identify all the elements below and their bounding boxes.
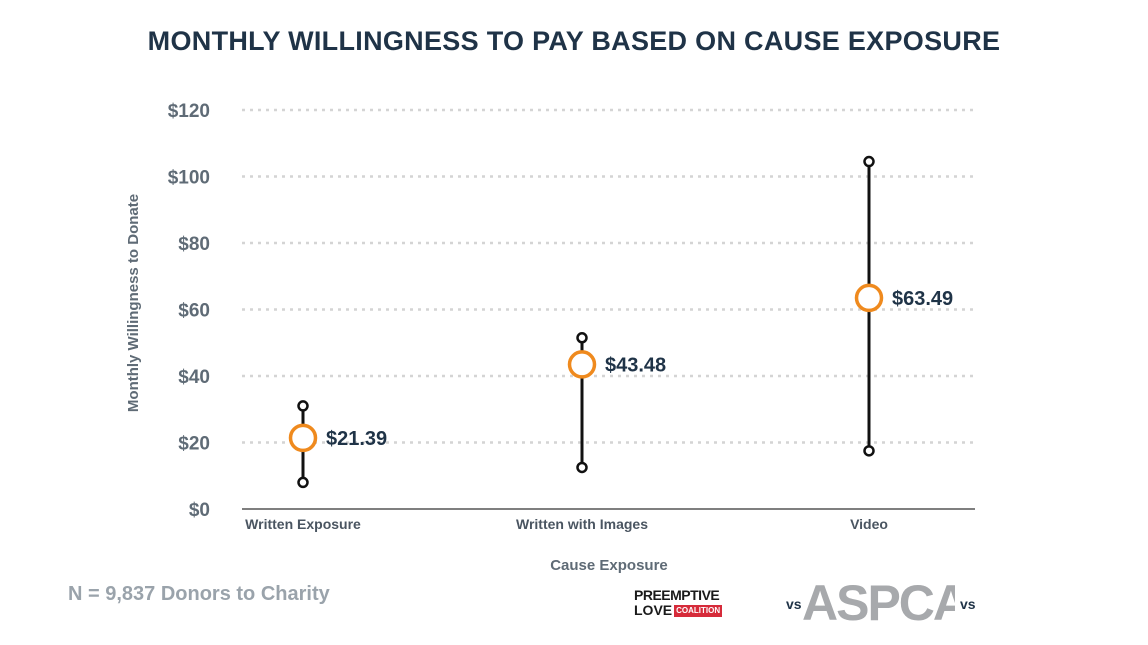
preemptive-logo-bottom: LOVE (634, 602, 673, 618)
vs-label-left: vs (786, 596, 802, 612)
preemptive-love-logo: PREEMPTIVE LOVE COALITION (634, 587, 723, 624)
range-low-marker (863, 445, 875, 457)
range-high-marker (863, 155, 875, 168)
data-point-group: $63.49 (854, 155, 953, 457)
x-tick-label: Written Exposure (245, 516, 361, 532)
data-series: $21.39 $43.48 $63.49 (288, 155, 953, 489)
range-high-marker (297, 400, 309, 412)
mean-marker (567, 350, 597, 379)
y-tick-label: $120 (168, 101, 210, 122)
mean-marker (288, 423, 318, 453)
y-tick-label: $20 (178, 434, 210, 455)
y-tick-label: $80 (178, 234, 210, 255)
gridlines (242, 108, 975, 444)
range-high-marker (576, 332, 588, 344)
x-tick-label: Video (850, 516, 888, 532)
y-tick-label: $100 (168, 168, 210, 189)
data-label: $43.48 (605, 354, 666, 376)
mean-marker (854, 283, 884, 313)
data-label: $21.39 (326, 428, 387, 450)
aspca-logo-text: ASPCA (802, 575, 955, 626)
preemptive-logo-badge: COALITION (674, 604, 723, 617)
range-low-marker (576, 461, 588, 474)
data-point-group: $21.39 (288, 400, 387, 489)
data-point-group: $43.48 (567, 332, 666, 474)
y-tick-label: $40 (178, 367, 210, 388)
y-tick-labels: $0 $20 $40 $60 $80 $100 $120 (168, 101, 210, 521)
vs-label-right: vs (960, 596, 976, 612)
data-label: $63.49 (892, 288, 953, 310)
x-tick-labels: Written Exposure Written with Images Video (245, 516, 888, 532)
x-axis-label: Cause Exposure (550, 557, 668, 574)
y-tick-label: $60 (178, 301, 210, 322)
sample-size-note: N = 9,837 Donors to Charity (68, 583, 330, 605)
range-low-marker (297, 476, 309, 489)
y-tick-label: $0 (189, 500, 210, 521)
preemptive-logo-top: PREEMPTIVE (634, 587, 720, 603)
y-axis-label: Monthly Willingness to Donate (125, 194, 142, 412)
aspca-logo: ASPCA (802, 575, 955, 626)
chart-title: MONTHLY WILLINGNESS TO PAY BASED ON CAUS… (147, 26, 1001, 56)
x-tick-label: Written with Images (516, 516, 648, 532)
